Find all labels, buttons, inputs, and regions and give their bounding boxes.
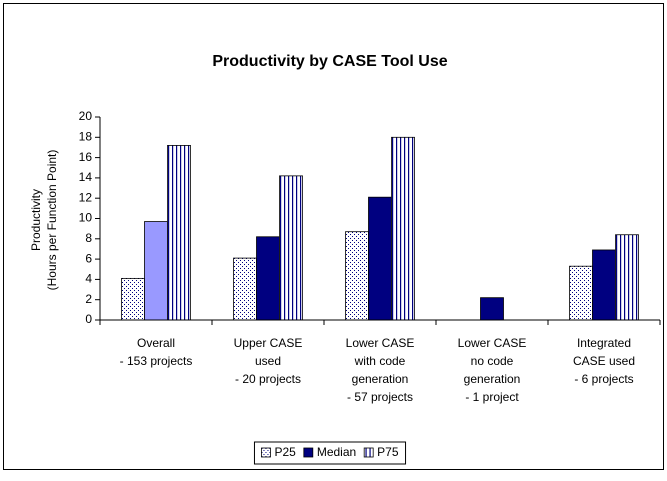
bar: [615, 234, 639, 321]
x-tick-label: generation: [464, 372, 521, 386]
legend-label: P75: [377, 445, 399, 459]
legend-label: Median: [317, 445, 356, 459]
legend: P25 Median P75: [261, 445, 399, 459]
bar: [256, 236, 280, 321]
y-tick-label: 14: [79, 170, 93, 184]
y-axis-label: (Hours per Function Point): [45, 150, 59, 291]
x-tick-label: Lower CASE: [346, 336, 415, 350]
y-tick-label: 16: [79, 150, 93, 164]
legend-label: P25: [274, 445, 296, 459]
x-tick-label: - 1 project: [465, 390, 519, 404]
x-tick-label: - 6 projects: [574, 372, 633, 386]
y-tick-label: 20: [79, 109, 93, 123]
bar: [233, 257, 257, 321]
y-tick-label: 18: [79, 129, 93, 143]
bar: [592, 249, 616, 321]
bar: [345, 231, 369, 321]
bar: [368, 196, 392, 321]
x-tick-label: no code: [471, 354, 514, 368]
bar: [121, 277, 145, 321]
x-tick-label: Integrated: [577, 336, 631, 350]
y-tick-label: 4: [85, 272, 92, 286]
chart-title: Productivity by CASE Tool Use: [212, 53, 447, 70]
x-tick-label: generation: [352, 372, 409, 386]
y-tick-label: 8: [85, 231, 92, 245]
legend-swatch: [303, 447, 314, 458]
bar: [391, 136, 415, 321]
bar: [279, 175, 303, 321]
y-tick-label: 6: [85, 251, 92, 265]
x-tick-label: with code: [354, 354, 406, 368]
bar: [569, 265, 593, 321]
x-tick-label: - 153 projects: [120, 354, 193, 368]
chart-border: [3, 3, 664, 470]
legend-box: [253, 441, 407, 465]
x-tick-label: - 20 projects: [235, 372, 301, 386]
y-tick-label: 10: [79, 211, 93, 225]
y-tick-label: 0: [85, 312, 92, 326]
y-axis-label: Productivity: [29, 189, 43, 251]
x-tick-label: Lower CASE: [458, 336, 527, 350]
legend-swatch: [261, 447, 271, 458]
x-tick-label: - 57 projects: [347, 390, 413, 404]
bar: [144, 221, 168, 321]
x-tick-label: used: [255, 354, 281, 368]
x-tick-label: CASE used: [573, 354, 635, 368]
legend-swatch: [363, 447, 374, 458]
y-tick-label: 2: [85, 292, 92, 306]
x-tick-label: Upper CASE: [234, 336, 303, 350]
y-tick-label: 12: [79, 190, 93, 204]
bar: [480, 297, 504, 321]
x-tick-label: Overall: [137, 336, 175, 350]
bar: [167, 145, 191, 321]
